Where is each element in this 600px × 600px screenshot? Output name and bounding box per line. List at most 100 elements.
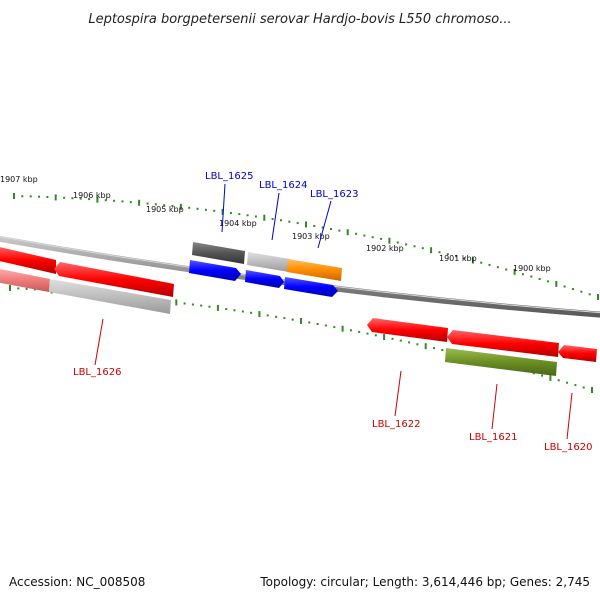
feature-gray-1[interactable] xyxy=(247,252,290,272)
minor-tick xyxy=(338,229,341,232)
minor-tick xyxy=(213,209,216,212)
feature-red-left[interactable] xyxy=(0,246,56,274)
gene-labels: LBL_1625 LBL_1624 LBL_1623 LBL_1626 LBL_… xyxy=(73,171,592,453)
minor-tick xyxy=(271,218,274,220)
minor-tick xyxy=(79,197,82,200)
minor-tick xyxy=(380,237,383,240)
major-tick xyxy=(13,193,15,199)
minor-tick xyxy=(374,334,377,337)
kbp-label: 1903 kbp xyxy=(292,232,330,241)
kbp-label: 1907 kbp xyxy=(0,175,38,184)
feature-dark-1[interactable] xyxy=(192,242,245,264)
feature-blue-3[interactable] xyxy=(284,277,338,297)
minor-tick xyxy=(229,212,232,214)
feature-gray-long[interactable] xyxy=(49,279,171,314)
leader-1622 xyxy=(394,370,402,417)
minor-tick xyxy=(532,372,535,375)
minor-tick xyxy=(283,317,286,320)
feature-red-1621[interactable] xyxy=(447,330,559,357)
blue-features xyxy=(189,260,338,297)
minor-tick xyxy=(505,268,508,271)
major-tick xyxy=(513,268,516,275)
minor-tick xyxy=(541,374,544,377)
gene-label-lbl-1624[interactable]: LBL_1624 xyxy=(259,180,307,191)
minor-tick xyxy=(582,386,585,389)
feature-orange-1625[interactable] xyxy=(287,259,342,281)
minor-tick xyxy=(566,381,569,384)
gene-label-lbl-1620[interactable]: LBL_1620 xyxy=(544,442,592,453)
minor-tick xyxy=(316,323,319,325)
minor-tick xyxy=(104,199,107,202)
minor-tick xyxy=(588,293,591,296)
kbp-label: 1906 kbp xyxy=(73,191,111,200)
feature-red-1626[interactable] xyxy=(54,262,174,297)
minor-tick xyxy=(129,201,132,204)
major-tick xyxy=(216,304,219,311)
minor-tick xyxy=(38,195,40,198)
minor-tick xyxy=(225,308,228,311)
major-tick xyxy=(430,247,433,254)
minor-tick xyxy=(455,255,458,258)
leader-1621 xyxy=(491,383,498,430)
minor-tick xyxy=(438,251,441,254)
minor-tick xyxy=(29,195,32,198)
minor-tick xyxy=(33,288,36,291)
minor-tick xyxy=(408,341,411,344)
minor-tick xyxy=(413,245,416,248)
feature-pink-left[interactable] xyxy=(0,268,50,292)
gene-label-lbl-1626[interactable]: LBL_1626 xyxy=(73,367,121,378)
minor-tick xyxy=(266,314,269,317)
feature-blue-1[interactable] xyxy=(189,260,241,281)
minor-tick xyxy=(275,315,278,318)
minor-tick xyxy=(241,310,244,313)
leader-1624 xyxy=(271,192,280,241)
minor-tick xyxy=(200,304,203,307)
minor-tick xyxy=(25,287,28,290)
major-tick xyxy=(305,221,307,228)
minor-tick xyxy=(521,273,524,276)
reverse-features xyxy=(0,262,597,376)
minor-tick xyxy=(280,219,282,222)
minor-tick xyxy=(163,204,166,207)
minor-tick xyxy=(441,349,444,351)
minor-tick xyxy=(572,288,574,291)
outer-scale xyxy=(13,193,599,300)
minor-tick xyxy=(196,207,199,210)
gene-label-lbl-1621[interactable]: LBL_1621 xyxy=(469,432,517,443)
gene-label-lbl-1623[interactable]: LBL_1623 xyxy=(310,189,358,200)
gene-label-lbl-1622[interactable]: LBL_1622 xyxy=(372,419,420,430)
minor-tick xyxy=(563,285,566,288)
minor-tick xyxy=(246,214,249,217)
minor-tick xyxy=(308,321,311,324)
accession-text: Accession: NC_008508 xyxy=(9,575,145,589)
minor-tick xyxy=(254,215,257,218)
minor-tick xyxy=(291,318,294,321)
minor-tick xyxy=(183,302,186,305)
kbp-label: 1904 kbp xyxy=(219,219,257,228)
kbp-label: 1902 kbp xyxy=(366,244,404,253)
major-tick xyxy=(346,229,349,236)
major-tick xyxy=(175,299,178,306)
minor-tick xyxy=(88,198,91,201)
minor-tick xyxy=(330,228,332,230)
minor-tick xyxy=(580,290,583,293)
feature-blue-2[interactable] xyxy=(245,270,284,288)
feature-red-1620[interactable] xyxy=(558,345,597,362)
minor-tick xyxy=(574,384,577,387)
major-tick xyxy=(341,325,344,332)
map-title: Leptospira borgpetersenii serovar Hardjo… xyxy=(88,12,511,27)
feature-red-1622[interactable] xyxy=(367,318,448,342)
minor-tick xyxy=(363,234,366,237)
major-tick xyxy=(263,214,266,221)
major-tick xyxy=(258,311,261,318)
topology-text: Topology: circular; Length: 3,614,446 bp… xyxy=(259,575,590,589)
minor-tick xyxy=(324,324,327,327)
major-tick xyxy=(96,196,99,203)
minor-tick xyxy=(358,330,361,333)
minor-tick xyxy=(313,225,316,227)
feature-green-1621[interactable] xyxy=(445,348,557,376)
minor-tick xyxy=(171,205,174,207)
minor-tick xyxy=(433,347,435,350)
gene-label-lbl-1625[interactable]: LBL_1625 xyxy=(205,171,253,182)
minor-tick xyxy=(17,287,20,290)
